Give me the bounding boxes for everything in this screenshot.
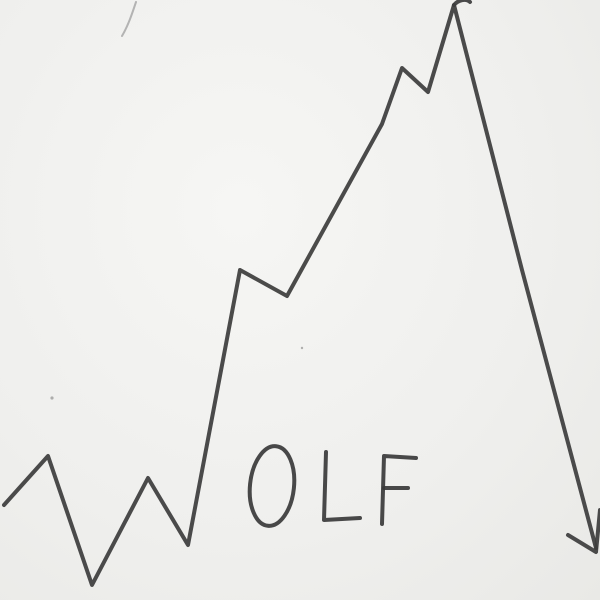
letter-o [247, 444, 297, 528]
letter-f-stem [380, 454, 418, 526]
stray-pencil-mark [121, 1, 137, 37]
wolf-zigzag-line [2, 3, 598, 587]
paper-speck [50, 396, 54, 400]
letter-l [322, 450, 362, 522]
paper-speck [300, 346, 304, 350]
arrowhead [566, 508, 600, 554]
peak-tick [452, 0, 472, 7]
handwritten-word [247, 444, 418, 528]
